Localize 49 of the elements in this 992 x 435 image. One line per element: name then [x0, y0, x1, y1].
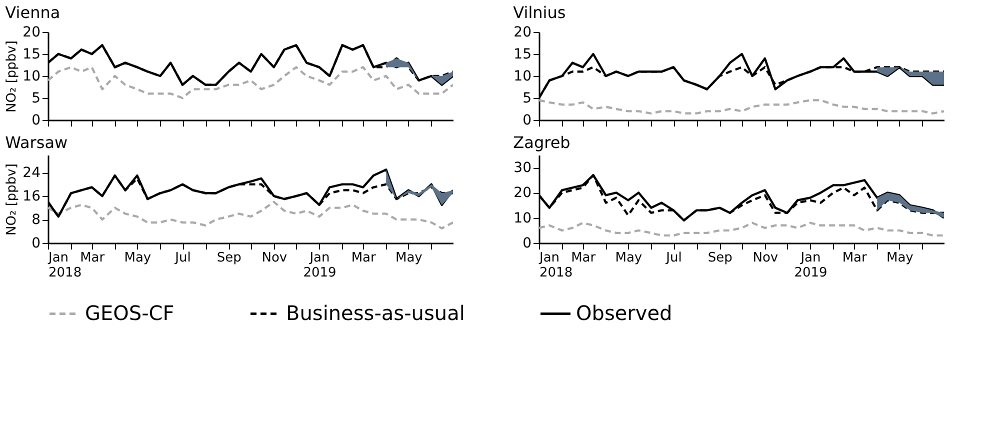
- x-tick-label: Jul: [174, 250, 191, 266]
- x-tick-label: Jan 2018: [48, 250, 82, 280]
- y-tick-label: 10: [514, 68, 532, 84]
- x-tick-label: Jan 2019: [303, 250, 336, 280]
- line-series: [539, 99, 944, 114]
- x-tick-label: Sep: [708, 250, 732, 266]
- x-tick-label: Jan 2019: [794, 250, 828, 280]
- y-tick-label: 16: [22, 188, 41, 205]
- x-tick-label: Mar: [80, 250, 106, 266]
- x-tick-label: Jul: [665, 250, 682, 266]
- y-tick-label: 20: [514, 24, 532, 40]
- line-series: [48, 200, 453, 230]
- y-tick-label: 5: [32, 90, 40, 106]
- legend-label: GEOS-CF: [85, 300, 174, 325]
- y-tick-label: 0: [522, 112, 532, 128]
- chart-title: Zagreb: [513, 133, 570, 152]
- line-series: [48, 66, 453, 100]
- x-tick-label: May: [886, 250, 914, 266]
- x-tick-label: Mar: [842, 250, 868, 266]
- y-tick-label: 5: [522, 90, 532, 106]
- x-tick-label: Mar: [351, 250, 376, 266]
- legend-label: Business-as-usual: [286, 300, 465, 325]
- x-tick-label: Jan 2018: [538, 250, 573, 280]
- line-series: [539, 222, 944, 237]
- y-tick-label: 0: [522, 236, 532, 252]
- y-tick-label: 10: [514, 210, 532, 226]
- y-tick-label: 10: [22, 68, 40, 84]
- y-tick-label: 15: [22, 46, 40, 62]
- legend-label: Observed: [576, 300, 672, 325]
- y-axis-title: NO₂ [ppbv]: [4, 164, 20, 236]
- x-tick-label: Nov: [262, 250, 288, 266]
- x-tick-label: May: [124, 250, 152, 266]
- x-tick-label: Mar: [571, 250, 596, 266]
- x-tick-label: May: [615, 250, 642, 266]
- y-tick-label: 8: [32, 212, 40, 228]
- y-axis-title: NO₂ [ppbv]: [4, 40, 20, 112]
- x-tick-label: Sep: [216, 250, 242, 266]
- chart-title: Vilnius: [513, 3, 566, 22]
- chart-title: Vienna: [5, 3, 60, 22]
- y-tick-label: 0: [32, 236, 40, 252]
- y-tick-label: 30: [514, 160, 532, 176]
- chart-title: Warsaw: [5, 133, 68, 152]
- x-tick-label: Nov: [752, 250, 778, 266]
- y-tick-label: 0: [32, 112, 40, 128]
- y-tick-label: 15: [514, 46, 532, 62]
- y-tick-label: 20: [22, 24, 40, 40]
- y-tick-label: 20: [514, 185, 532, 202]
- x-tick-label: May: [395, 250, 423, 266]
- y-tick-label: 24: [22, 165, 41, 182]
